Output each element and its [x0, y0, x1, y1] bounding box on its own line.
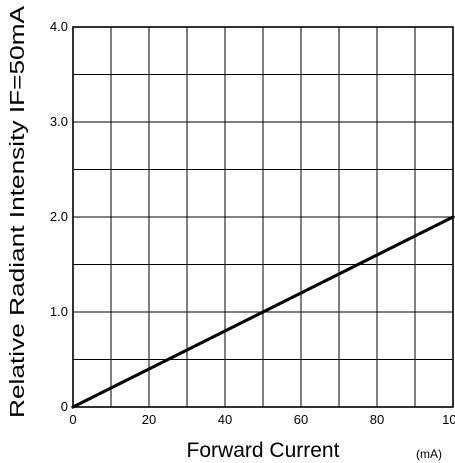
x-tick-label: 20: [142, 412, 156, 427]
x-axis-label: Forward Current: [187, 439, 340, 462]
y-tick-label: 2.0: [50, 209, 68, 224]
y-tick-label: 0: [61, 399, 68, 414]
plot-border: [72, 26, 454, 408]
x-tick-label: 100: [442, 412, 455, 427]
x-tick-label: 60: [294, 412, 308, 427]
series-layer: [71, 215, 455, 409]
y-tick-label: 1.0: [50, 304, 68, 319]
y-tick-label: 4.0: [50, 19, 68, 34]
series-line: [71, 215, 455, 409]
plot-frame: [72, 26, 454, 408]
x-tick-labels: 0 20 40 60 80 100: [69, 412, 455, 427]
x-tick-label: 0: [69, 412, 76, 427]
x-axis-unit: (mA): [416, 447, 442, 461]
y-tick-labels: 0 1.0 2.0 3.0 4.0: [50, 19, 68, 414]
y-tick-label: 3.0: [50, 114, 68, 129]
x-tick-label: 40: [218, 412, 232, 427]
y-axis-label: Relative Radiant Intensity IF=50mA: [7, 5, 29, 418]
x-tick-label: 80: [370, 412, 384, 427]
grid-lines: [73, 27, 453, 407]
